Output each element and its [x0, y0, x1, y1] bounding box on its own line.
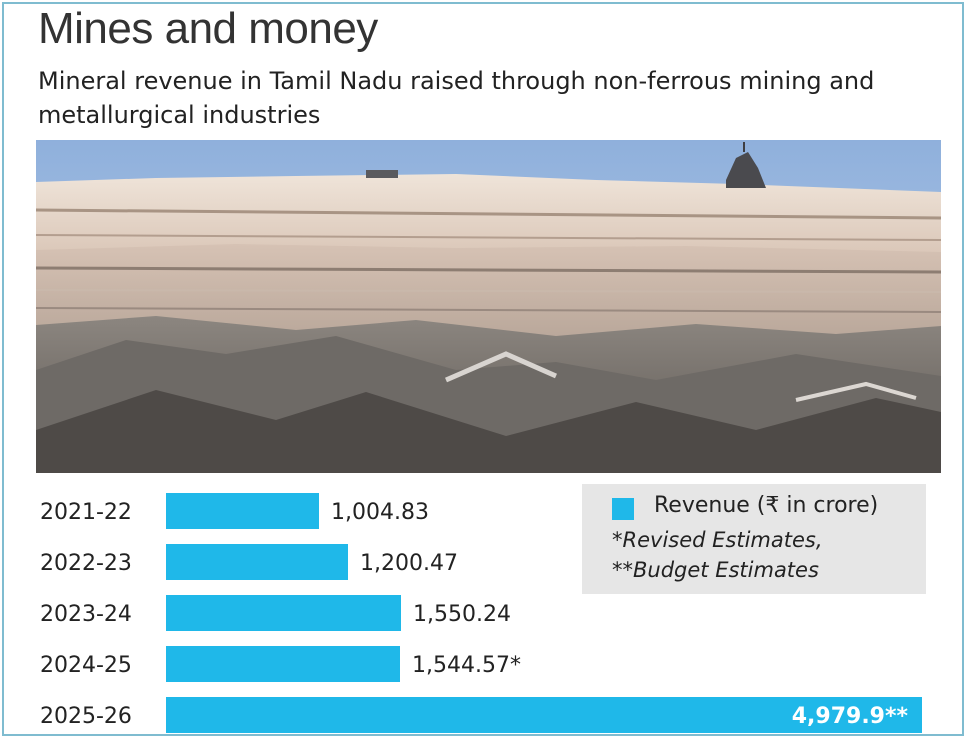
mine-photo — [36, 140, 941, 473]
legend: Revenue (₹ in crore) *Revised Estimates,… — [582, 484, 926, 594]
legend-note-revised: *Revised Estimates, — [612, 528, 823, 552]
chart-subtitle: Mineral revenue in Tamil Nadu raised thr… — [38, 67, 875, 129]
legend-swatch — [612, 498, 634, 520]
legend-label: Revenue (₹ in crore) — [654, 493, 879, 518]
legend-note-budget: **Budget Estimates — [612, 558, 819, 582]
chart-title: Mines and money — [38, 4, 378, 53]
